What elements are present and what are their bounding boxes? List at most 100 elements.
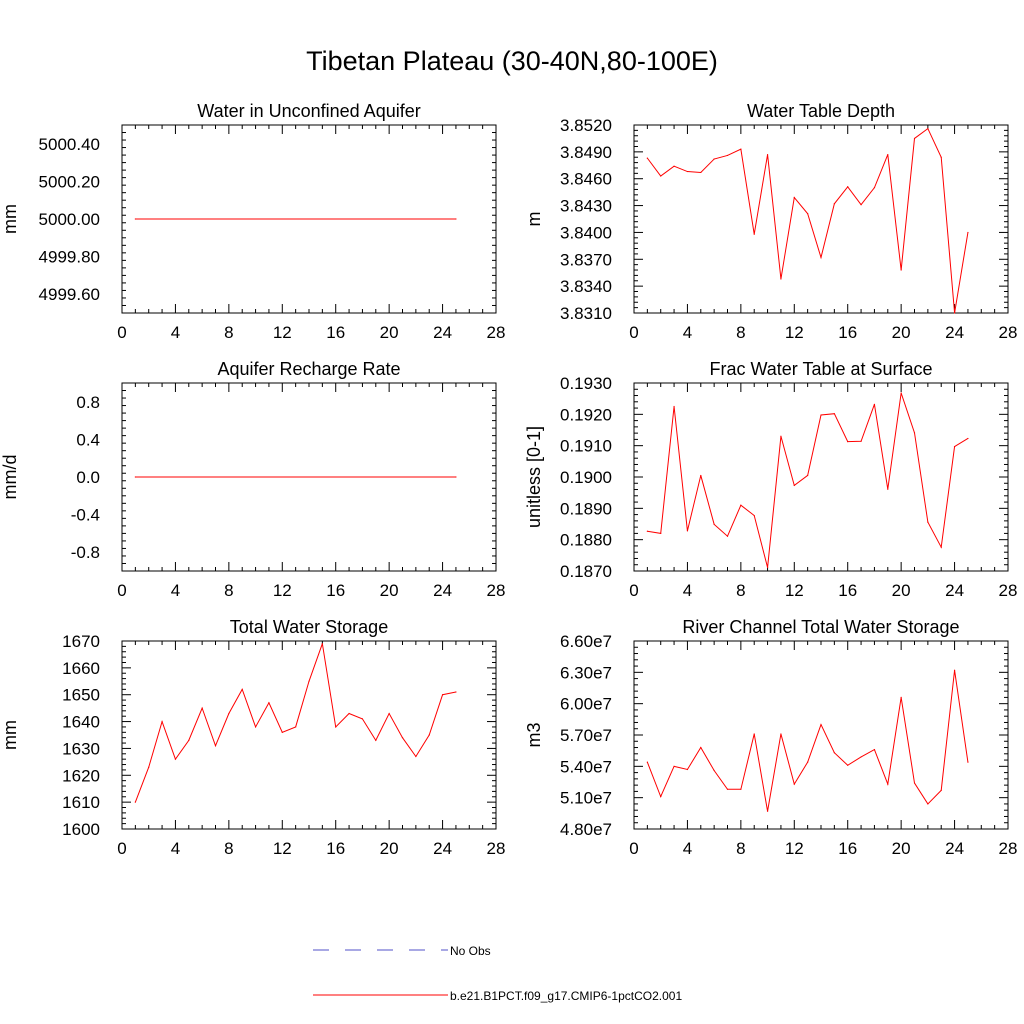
data-point: [913, 782, 916, 784]
data-point: [428, 734, 430, 736]
data-point: [455, 691, 457, 693]
data-point: [348, 712, 350, 715]
data-point: [820, 256, 822, 259]
data-point: [335, 726, 337, 728]
data-point: [713, 523, 715, 525]
y-tick-label: 5000.20: [39, 172, 100, 191]
data-point: [753, 233, 755, 235]
y-axis-label: mm: [0, 204, 20, 234]
data-point: [860, 204, 862, 206]
x-tick-label: 16: [326, 323, 345, 342]
x-tick-label: 24: [945, 323, 964, 342]
data-point: [700, 746, 702, 749]
data-point: [833, 203, 835, 205]
data-point: [673, 405, 675, 408]
x-tick-label: 24: [433, 839, 452, 858]
data-point: [308, 680, 310, 682]
panel-title: Aquifer Recharge Rate: [217, 359, 400, 379]
x-tick-label: 0: [629, 839, 638, 858]
panel-title: Frac Water Table at Surface: [709, 359, 932, 379]
chart-panel-1: Water in Unconfined Aquifer 0 4 8 12 16 20 24 28…: [0, 101, 505, 342]
plot-frame: [633, 382, 1009, 572]
data-point: [913, 137, 916, 140]
data-point: [726, 535, 729, 537]
data-point: [927, 521, 929, 523]
panel-title: Water Table Depth: [747, 101, 895, 121]
data-point: [940, 546, 942, 548]
data-point: [673, 765, 675, 767]
y-tick-label: 1660: [62, 659, 100, 678]
y-tick-label: 1600: [62, 820, 100, 839]
data-point: [713, 769, 715, 772]
data-point: [887, 153, 889, 156]
y-tick-label: 4.80e7: [560, 820, 612, 839]
data-point: [228, 712, 230, 715]
y-tick-label: 1670: [62, 632, 100, 651]
data-point: [241, 688, 243, 690]
chart-panel-4: Frac Water Table at Surface 0 4 8 12 16 20 24 28…: [524, 359, 1017, 600]
y-tick-label: 1610: [62, 793, 100, 812]
data-point: [201, 707, 203, 709]
data-point: [713, 158, 715, 160]
data-point: [455, 218, 457, 220]
data-point: [646, 157, 648, 159]
data-point: [847, 440, 849, 443]
data-point: [940, 156, 942, 158]
data-point: [441, 694, 444, 696]
y-tick-label: 3.8370: [560, 250, 612, 269]
x-tick-label: 4: [171, 323, 180, 342]
series-line: [647, 392, 969, 568]
x-tick-label: 28: [487, 581, 506, 600]
x-tick-label: 28: [487, 323, 506, 342]
data-point: [766, 153, 769, 156]
x-tick-label: 8: [224, 839, 233, 858]
y-tick-label: 0.1890: [560, 499, 612, 518]
x-tick-label: 16: [326, 839, 345, 858]
data-point: [281, 731, 283, 733]
data-point: [134, 801, 136, 803]
data-point: [793, 783, 795, 785]
y-axis-label: mm: [0, 720, 20, 750]
data-point: [873, 403, 876, 405]
legend-model-label: b.e21.B1PCT.f09_g17.CMIP6-1pctCO2.001: [450, 989, 682, 1003]
data-point: [953, 446, 956, 448]
data-point: [673, 165, 675, 167]
y-tick-label: 6.30e7: [560, 663, 612, 682]
x-tick-label: 12: [273, 323, 292, 342]
x-tick-label: 28: [999, 839, 1018, 858]
data-point: [953, 312, 956, 314]
x-tick-label: 0: [117, 323, 126, 342]
y-tick-label: 5.10e7: [560, 789, 612, 808]
data-point: [660, 532, 662, 535]
y-tick-label: 1650: [62, 686, 100, 705]
y-tick-label: 1620: [62, 766, 100, 785]
x-tick-label: 8: [224, 581, 233, 600]
data-point: [793, 484, 795, 487]
data-point: [268, 702, 270, 704]
data-point: [188, 739, 190, 741]
x-tick-label: 16: [838, 323, 857, 342]
data-point: [134, 218, 136, 220]
data-point: [753, 733, 755, 735]
x-tick-label: 8: [736, 323, 745, 342]
y-tick-label: 0.8: [76, 393, 100, 412]
y-tick-label: 5.40e7: [560, 757, 612, 776]
x-tick-label: 16: [838, 581, 857, 600]
series-line: [646, 127, 969, 314]
y-tick-label: 5000.00: [39, 210, 100, 229]
data-point: [375, 739, 377, 741]
data-point: [753, 514, 755, 517]
x-tick-label: 4: [683, 581, 692, 600]
x-tick-label: 16: [326, 581, 345, 600]
data-point: [254, 726, 257, 728]
data-point: [900, 696, 902, 699]
data-point: [967, 437, 969, 440]
x-tick-label: 28: [999, 581, 1018, 600]
y-axis-label: unitless [0-1]: [524, 426, 544, 528]
data-point: [686, 170, 689, 173]
data-point: [321, 643, 323, 645]
data-point: [900, 392, 902, 394]
y-tick-label: 4999.60: [39, 285, 100, 304]
data-point: [927, 803, 929, 805]
